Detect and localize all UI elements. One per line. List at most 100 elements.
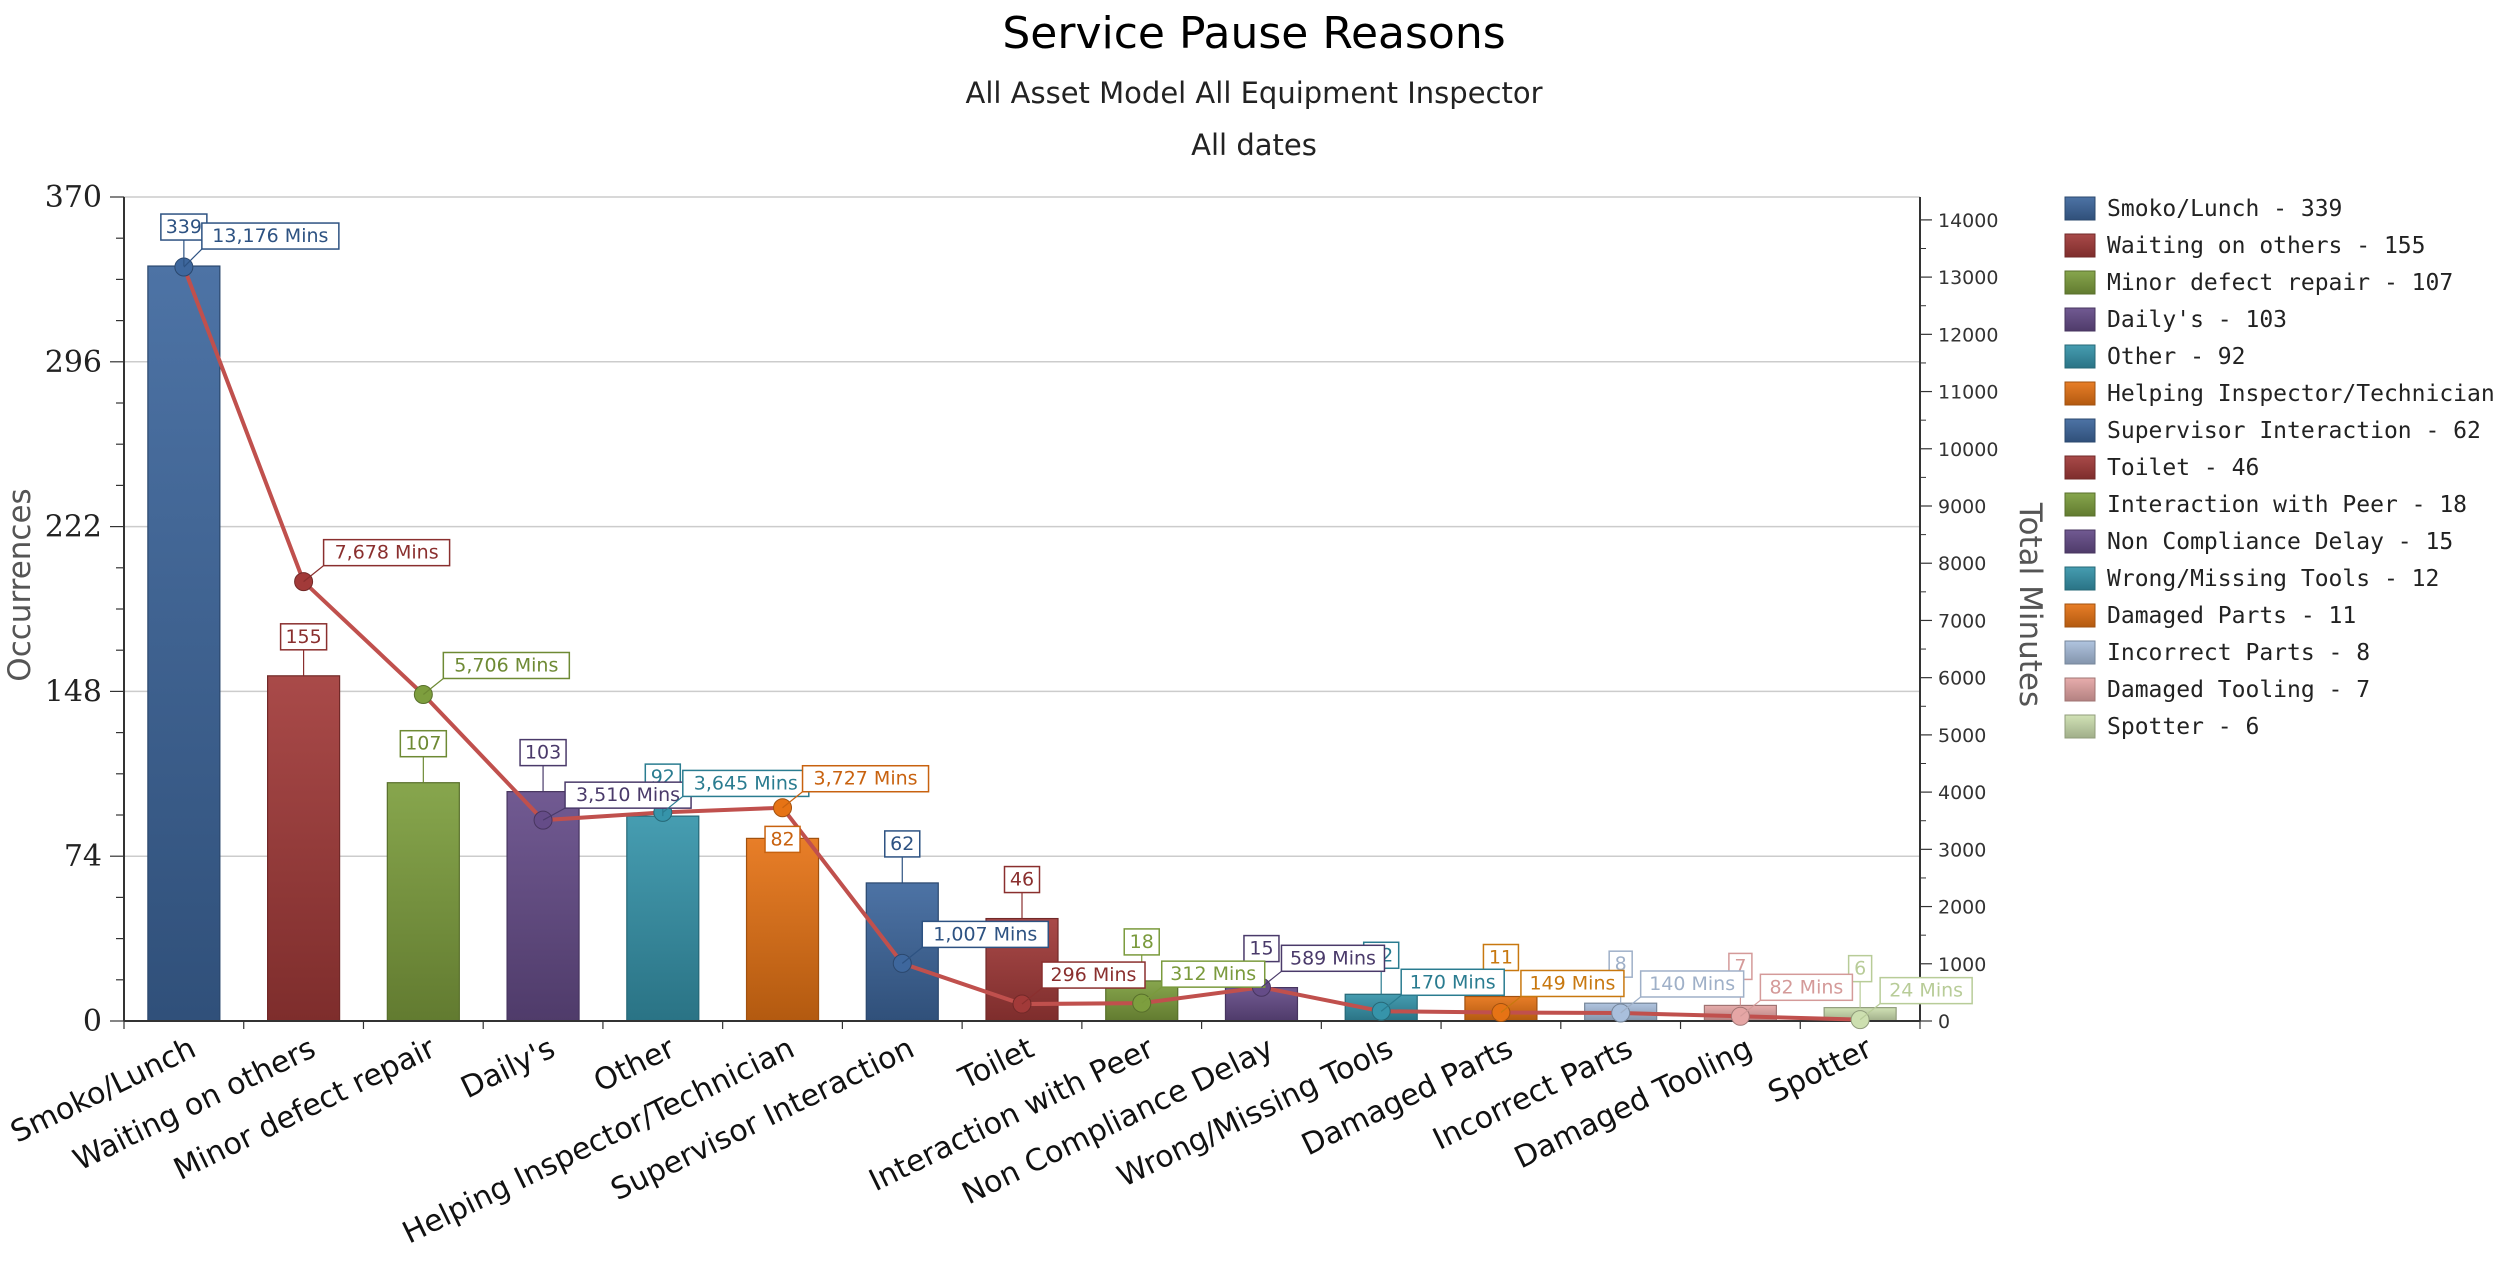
occurrence-label-group: 6 — [1847, 954, 1873, 983]
minutes-label: 149 Mins — [1529, 972, 1615, 994]
legend-item[interactable]: Waiting on others - 155 — [2107, 233, 2426, 259]
occurrence-label: 18 — [1130, 931, 1154, 953]
legend-swatch — [2064, 381, 2096, 406]
y2-tick-label: 6000 — [1938, 668, 1986, 690]
bar[interactable] — [745, 837, 820, 1022]
occurrence-label: 339 — [166, 216, 202, 238]
y2-tick-label: 8000 — [1938, 553, 1986, 575]
y2-tick-label: 0 — [1938, 1011, 1950, 1033]
bar[interactable] — [506, 791, 580, 1022]
minutes-label-group: 1,007 Mins — [921, 920, 1050, 949]
occurrence-label-group: 107 — [399, 729, 448, 758]
occurrence-label: 155 — [285, 626, 321, 648]
legend-swatch — [2064, 233, 2096, 258]
y-tick-label: 370 — [45, 180, 102, 215]
occurrence-label-box — [884, 830, 921, 858]
minutes-label: 5,706 Mins — [454, 654, 558, 676]
occurrence-label: 82 — [770, 828, 794, 850]
minutes-label: 13,176 Mins — [212, 225, 328, 247]
legend-swatch — [2064, 714, 2096, 739]
legend-item[interactable]: Daily's - 103 — [2107, 307, 2287, 333]
minutes-label-box — [801, 764, 930, 793]
occurrence-label-group: 11 — [1482, 943, 1520, 972]
minutes-connector — [782, 791, 803, 809]
legend-swatch — [2064, 603, 2096, 628]
x-tick-label: Spotter — [1763, 1030, 1878, 1110]
occurrence-label: 6 — [1854, 958, 1866, 980]
occurrence-label-group: 18 — [1123, 928, 1160, 956]
legend-swatch — [2064, 455, 2096, 480]
legend-item[interactable]: Supervisor Interaction - 62 — [2107, 418, 2481, 444]
minutes-label: 312 Mins — [1170, 963, 1256, 985]
minutes-label-group: 82 Mins — [1759, 973, 1854, 1002]
minutes-label-group: 7,678 Mins — [322, 538, 451, 567]
minutes-label: 1,007 Mins — [933, 923, 1037, 945]
y-tick-label: 74 — [64, 839, 102, 874]
legend-item[interactable]: Incorrect Parts - 8 — [2107, 640, 2370, 666]
legend-swatch — [2064, 307, 2096, 332]
minutes-point[interactable] — [1730, 1006, 1750, 1026]
minutes-label-box — [322, 538, 451, 567]
legend-item[interactable]: Damaged Tooling - 7 — [2107, 677, 2370, 703]
y2-tick-label: 9000 — [1938, 496, 1986, 518]
legend-item[interactable]: Other - 92 — [2107, 344, 2245, 370]
occurrence-label-group: 46 — [1003, 865, 1041, 894]
minutes-label-box — [1639, 970, 1745, 998]
minutes-label-box — [1879, 976, 1973, 1005]
legend-swatch — [2064, 529, 2096, 554]
legend-item[interactable]: Wrong/Missing Tools - 12 — [2107, 566, 2439, 592]
occurrence-label: 103 — [525, 742, 561, 764]
y2-tick-label: 4000 — [1938, 782, 1986, 804]
chart-title: Service Pause Reasons — [1002, 8, 1505, 59]
y2-tick-label: 12000 — [1938, 324, 1998, 346]
legend-item[interactable]: Helping Inspector/Technician - 82 — [2107, 381, 2500, 407]
minutes-connector — [1859, 1003, 1881, 1021]
minutes-label: 296 Mins — [1051, 964, 1137, 986]
occurrence-label-box — [519, 738, 567, 767]
y2-tick-label: 13000 — [1938, 267, 1998, 289]
y2-tick-label: 14000 — [1938, 210, 1998, 232]
minutes-connector — [901, 946, 923, 964]
y2-tick-label: 2000 — [1938, 897, 1986, 919]
legend-swatch — [2064, 418, 2096, 443]
bar[interactable] — [865, 882, 939, 1022]
legend-item[interactable]: Smoko/Lunch - 339 — [2107, 196, 2342, 222]
minutes-label: 24 Mins — [1889, 980, 1963, 1002]
legend-swatch — [2064, 196, 2096, 221]
minutes-label-group: 140 Mins — [1639, 970, 1745, 998]
bar[interactable] — [626, 815, 700, 1022]
minutes-label: 82 Mins — [1769, 976, 1843, 998]
legend-item[interactable]: Interaction with Peer - 18 — [2107, 492, 2467, 518]
minutes-label-group: 13,176 Mins — [201, 222, 340, 250]
occurrence-label-box — [1123, 928, 1160, 956]
bar[interactable] — [147, 265, 221, 1022]
y-tick-label: 296 — [45, 345, 102, 380]
legend-swatch — [2064, 344, 2096, 369]
occurrence-label-group: 82 — [764, 825, 801, 854]
legend-item[interactable]: Non Compliance Delay - 15 — [2107, 529, 2453, 555]
legend-item[interactable]: Minor defect repair - 107 — [2107, 270, 2453, 296]
y2-tick-label: 5000 — [1938, 725, 1986, 747]
minutes-label-box — [1160, 960, 1266, 988]
legend-swatch — [2064, 566, 2096, 591]
minutes-label-group: 149 Mins — [1520, 969, 1625, 998]
legend-item[interactable]: Spotter - 6 — [2107, 714, 2259, 740]
minutes-label: 3,510 Mins — [576, 784, 680, 806]
minutes-point[interactable] — [1850, 1010, 1870, 1030]
occurrence-label: 46 — [1010, 869, 1034, 891]
minutes-label: 589 Mins — [1290, 947, 1376, 969]
legend-item[interactable]: Damaged Parts - 11 — [2107, 603, 2356, 629]
legend-swatch — [2064, 677, 2096, 702]
minutes-label-box — [442, 651, 571, 680]
minutes-label: 140 Mins — [1649, 973, 1735, 995]
minutes-label-box — [1041, 961, 1146, 989]
y2-axis-title: Total Minutes — [2012, 502, 2048, 707]
occurrence-label-group: 15 — [1243, 934, 1280, 963]
legend-item[interactable]: Toilet - 46 — [2107, 455, 2259, 481]
minutes-label: 3,727 Mins — [814, 768, 918, 790]
bar[interactable] — [386, 782, 460, 1022]
minutes-label-box — [564, 781, 692, 809]
occurrence-label-box — [399, 729, 448, 758]
bar[interactable] — [267, 675, 341, 1022]
